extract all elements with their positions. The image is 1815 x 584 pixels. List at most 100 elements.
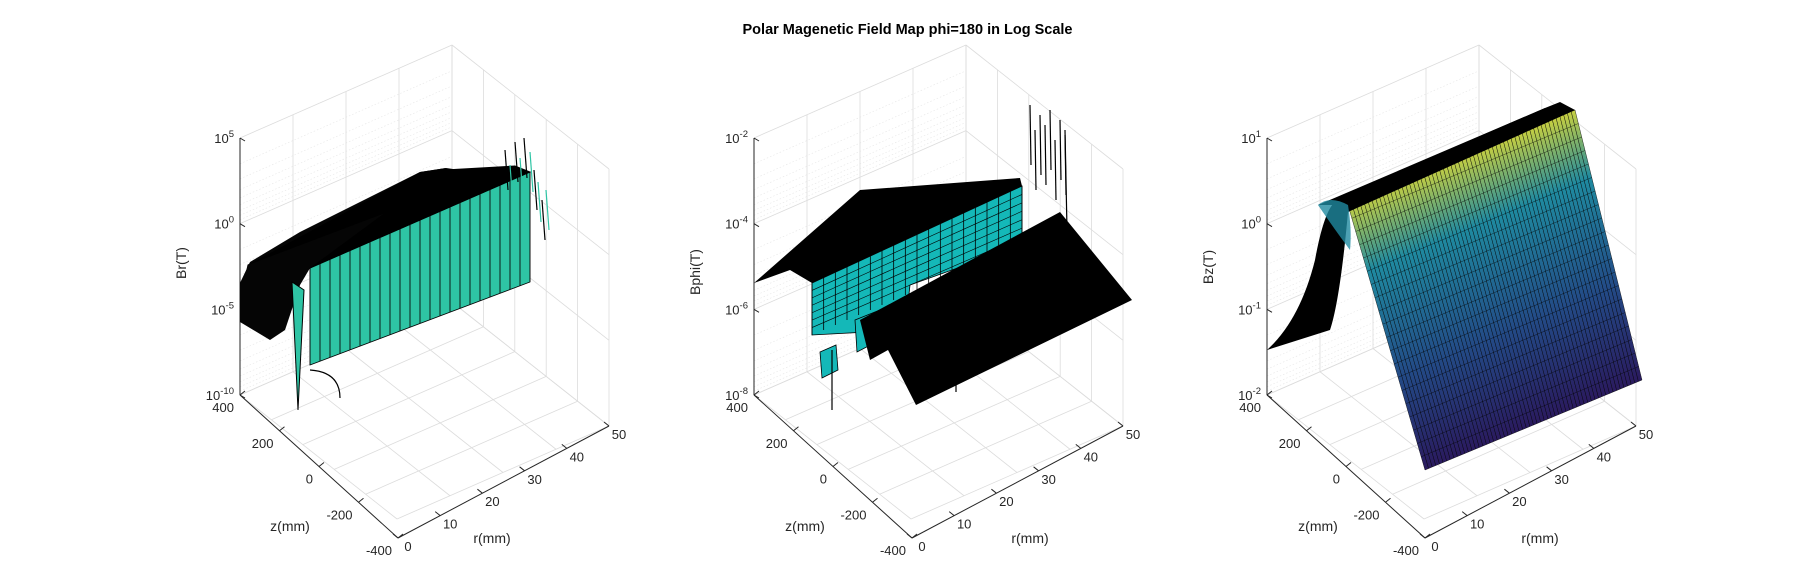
- surface-ridge: [860, 212, 1132, 405]
- y-tick-mark: [1424, 533, 1431, 539]
- surface-spike: [1064, 129, 1068, 231]
- surface-mesh-line: [811, 227, 1023, 321]
- y-tick-mark: [753, 390, 760, 396]
- z-tick-label: 10-4: [725, 215, 748, 232]
- z-tick-label: 105: [214, 129, 234, 146]
- surface-mesh-line: [1371, 190, 1596, 285]
- surface-mesh-line: [1374, 204, 1599, 298]
- surface-top-ridge: [248, 168, 488, 265]
- y-tick-label: 0: [306, 472, 313, 487]
- z-tick-exponent: -4: [740, 215, 748, 226]
- surface-mesh-line: [811, 211, 1023, 306]
- z-tick-mark: [753, 137, 760, 142]
- y-tick-label: 0: [820, 472, 827, 487]
- surface-mesh-line: [1421, 366, 1639, 457]
- surface-spike: [1049, 109, 1052, 171]
- surface-spike: [545, 189, 550, 231]
- x-tick-label: 0: [918, 539, 925, 554]
- x-tick-mark: [1546, 466, 1552, 472]
- x-axis-line: [397, 425, 610, 539]
- x-tick-mark: [1588, 444, 1595, 449]
- bz-xlabel: r(mm): [1521, 530, 1558, 546]
- y-tick-label: -400: [366, 543, 392, 558]
- br-zlabel: Br(T): [173, 247, 189, 279]
- y-tick-mark: [1385, 497, 1391, 503]
- br-xlabel: r(mm): [473, 530, 510, 546]
- x-tick-label: 20: [1512, 494, 1526, 509]
- y-tick-label: -200: [326, 507, 352, 522]
- y-tick-label: -200: [1353, 507, 1379, 522]
- x-tick-label: 10: [957, 517, 971, 532]
- x-tick-label: 0: [404, 539, 411, 554]
- z-tick-mark: [753, 223, 760, 228]
- z-tick-exponent: 0: [1256, 215, 1261, 226]
- z-mm-grid-line-floor: [398, 324, 557, 450]
- z-tick-exponent: -10: [220, 386, 234, 397]
- z-tick-label: 100: [214, 215, 234, 232]
- surface-mesh-line: [1413, 339, 1633, 431]
- x-tick-label: 40: [1084, 449, 1098, 464]
- y-tick-mark: [358, 497, 364, 503]
- surface-spike: [509, 164, 514, 206]
- x-tick-label: 40: [1597, 449, 1611, 464]
- y-tick-mark: [911, 533, 918, 539]
- y-tick-label: -200: [840, 507, 866, 522]
- z-tick-base: 10: [725, 131, 739, 146]
- surface-mesh-line: [1386, 244, 1609, 338]
- y-tick-label: 200: [1279, 436, 1301, 451]
- z-tick-base: 10: [725, 302, 739, 317]
- x-tick-mark: [1075, 444, 1082, 449]
- x-tick-mark: [1419, 533, 1426, 539]
- x-tick-label: 30: [1041, 472, 1055, 487]
- z-tick-mark: [753, 308, 760, 313]
- z-tick-base: 10: [1241, 131, 1255, 146]
- y-tick-label: 200: [252, 436, 274, 451]
- y-tick-mark: [793, 426, 799, 432]
- z-grid-line-side: [451, 130, 610, 255]
- x-tick-label: 20: [999, 494, 1013, 509]
- surface-spike: [523, 137, 528, 179]
- surface-top-sheet: [1332, 102, 1575, 212]
- z-tick-exponent: -5: [226, 300, 234, 311]
- z-mm-grid-line-floor: [859, 348, 1018, 473]
- surface-mesh-line: [1417, 352, 1636, 444]
- z-tick-mark: [753, 394, 760, 399]
- z-tick-label: 10-10: [206, 386, 234, 403]
- surface-spike: [1039, 114, 1042, 176]
- x-tick-mark: [991, 488, 997, 494]
- z-tick-exponent: 5: [229, 129, 234, 140]
- z-tick-exponent: -2: [740, 129, 748, 140]
- surface-spike: [1044, 124, 1047, 186]
- y-tick-mark: [318, 462, 325, 467]
- z-tick-exponent: -1: [1253, 300, 1261, 311]
- y-tick-label: 400: [726, 400, 748, 415]
- surface-mesh-line: [1382, 231, 1606, 325]
- bphi-ylabel: z(mm): [785, 518, 825, 534]
- x-tick-mark: [561, 444, 568, 449]
- z-tick-base: 10: [1238, 388, 1252, 403]
- z-tick-base: 10: [206, 388, 220, 403]
- surface-mesh-line: [811, 219, 1023, 313]
- z-mm-grid-line-floor: [345, 348, 504, 473]
- y-tick-label: 400: [212, 400, 234, 415]
- surface-spike: [1059, 119, 1062, 181]
- surface-mesh-line: [1363, 163, 1589, 259]
- x-tick-mark: [519, 466, 525, 472]
- z-tick-mark: [239, 137, 246, 142]
- z-tick-base: 10: [725, 388, 739, 403]
- x-tick-label: 10: [443, 517, 457, 532]
- surface-left-highlight: [1318, 200, 1351, 250]
- z-grid-line-side: [451, 44, 610, 170]
- x-axis-line: [911, 425, 1124, 539]
- z-tick-exponent: 1: [1256, 129, 1261, 140]
- x-tick-mark: [1630, 421, 1637, 427]
- x-tick-mark: [392, 533, 399, 539]
- z-tick-exponent: -2: [1253, 386, 1261, 397]
- surface-mesh-line: [1394, 271, 1616, 365]
- surface-mesh-line: [1351, 123, 1579, 219]
- figure-title: Polar Magenetic Field Map phi=180 in Log…: [742, 22, 1073, 38]
- z-tick-mark: [1266, 394, 1273, 399]
- z-grid-line-side: [965, 130, 1124, 255]
- surface-small-face: [819, 344, 839, 379]
